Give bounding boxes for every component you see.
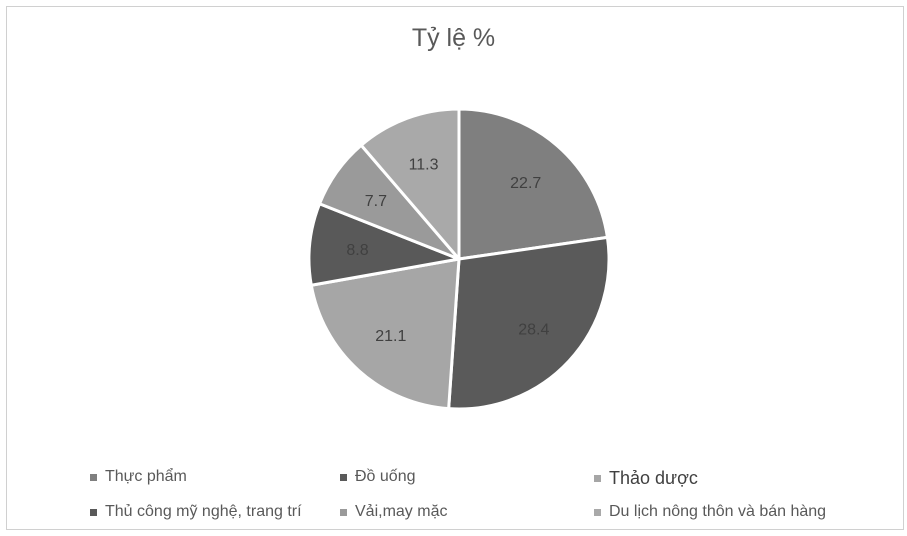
pie-slice-du-lich	[359, 107, 461, 261]
legend-swatch-icon	[90, 473, 97, 481]
legend-swatch-icon	[340, 473, 347, 481]
legend-swatch-icon	[594, 475, 601, 482]
legend-swatch-icon	[90, 508, 97, 516]
legend-item-do-uong: Đồ uống	[340, 468, 416, 486]
pie-slice-thu-cong	[307, 202, 461, 287]
legend-label: Vải,may mặc	[355, 503, 448, 520]
legend-item-vai-may-mac: Vải,may mặc	[340, 503, 447, 521]
legend-swatch-icon	[594, 508, 601, 516]
data-label-thu-cong: 8.8	[346, 242, 368, 259]
data-label-do-uong: 28.4	[518, 321, 549, 338]
pie-slice-do-uong	[447, 235, 611, 411]
legend-label: Du lịch nông thôn và bán hàng	[609, 503, 827, 520]
pie-slice-thao-duoc	[309, 257, 461, 411]
legend-label: Đồ uống	[355, 468, 416, 485]
data-label-du-lich: 11.3	[409, 156, 439, 173]
legend-swatch-icon	[340, 508, 347, 516]
data-label-thao-duoc: 21.1	[375, 328, 406, 345]
legend-item-du-lich: Du lịch nông thôn và bán hàng	[594, 503, 826, 521]
legend-item-thao-duoc: Thảo dược	[594, 468, 698, 489]
legend-item-thuc-pham: Thực phẩm	[90, 468, 187, 486]
chart-title: Tỷ lệ %	[411, 24, 496, 52]
data-label-vai-may-mac: 7.7	[365, 193, 387, 210]
data-label-thuc-pham: 22.7	[510, 175, 541, 192]
legend-label: Thực phẩm	[105, 468, 187, 485]
legend-item-thu-cong: Thủ công mỹ nghệ, trang trí	[90, 503, 302, 521]
legend-label: Thảo dược	[609, 468, 698, 488]
legend-label: Thủ công mỹ nghệ, trang trí	[105, 503, 302, 520]
pie-slice-thuc-pham	[457, 107, 609, 261]
